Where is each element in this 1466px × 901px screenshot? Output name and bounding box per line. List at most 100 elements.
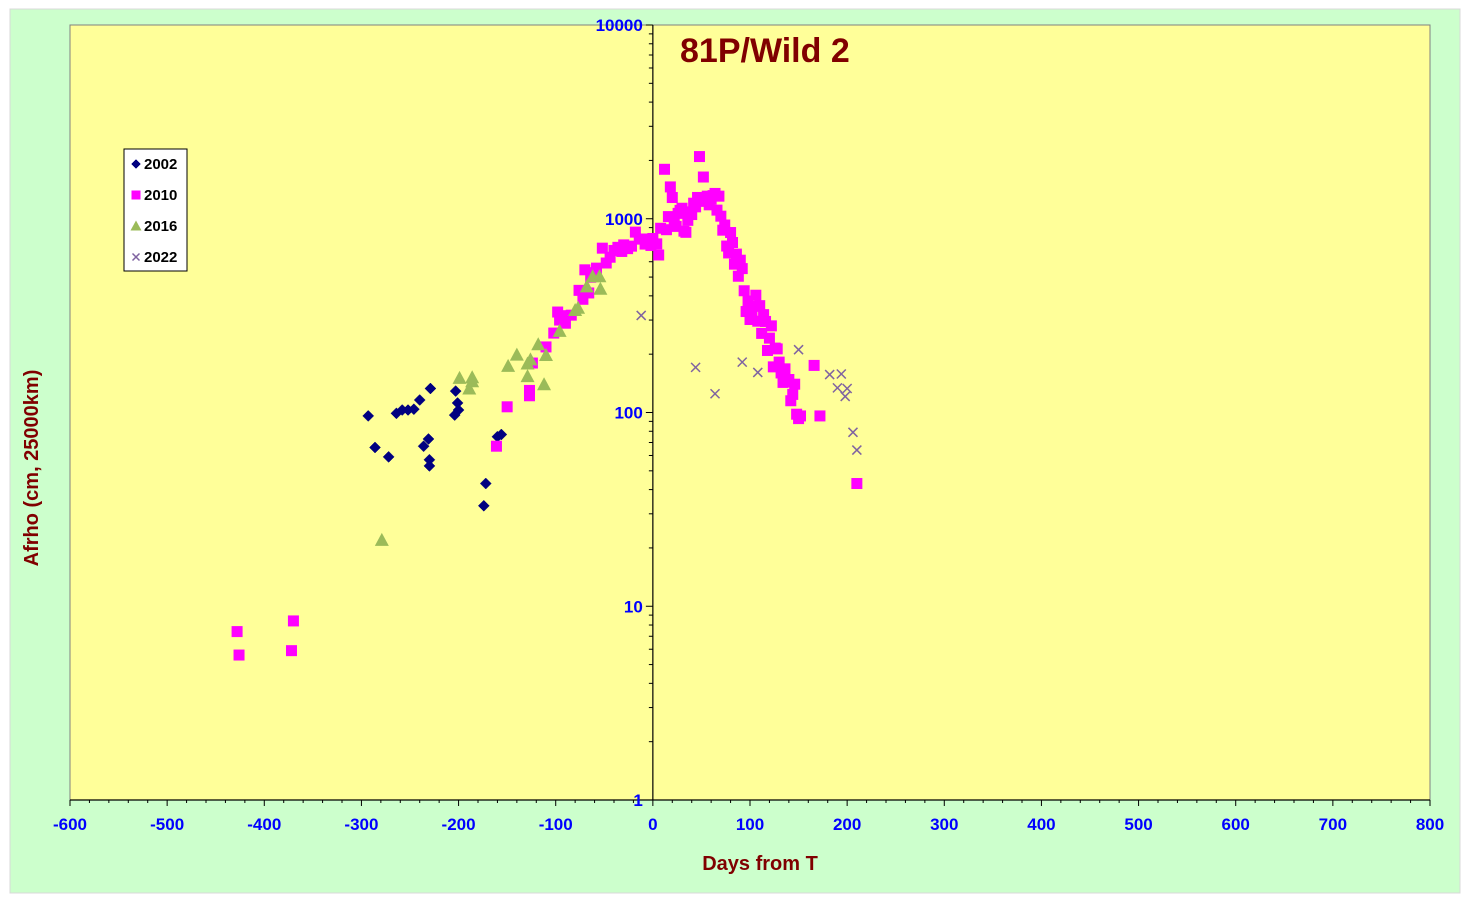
data-point-2010 [523, 390, 535, 402]
data-point-2022 [847, 427, 859, 438]
x-tick-label: 400 [1027, 815, 1055, 834]
data-point-2010 [604, 251, 616, 263]
data-point-2010 [730, 248, 742, 260]
series-2010 [231, 151, 863, 661]
data-point-2016 [501, 358, 516, 372]
data-point-2016 [462, 381, 477, 395]
data-point-2010 [653, 249, 665, 261]
data-point-2022 [690, 362, 701, 373]
data-point-2016 [520, 369, 535, 383]
legend-label-2010: 2010 [144, 187, 177, 204]
y-tick-label: 100 [614, 404, 642, 423]
data-point-2010 [540, 341, 552, 353]
data-point-2010 [789, 378, 801, 390]
data-point-2010 [740, 306, 752, 318]
data-point-2022 [752, 367, 763, 378]
data-point-2016 [465, 370, 480, 384]
data-point-2010 [616, 245, 628, 257]
data-point-2010 [748, 300, 760, 312]
data-marks [231, 151, 863, 661]
data-point-2010 [591, 262, 603, 274]
data-point-2016 [552, 323, 567, 337]
data-point-2010 [645, 239, 657, 251]
data-point-2010 [771, 343, 783, 355]
data-point-2010 [808, 359, 820, 371]
data-point-2010 [758, 309, 770, 321]
x-axis-title: Days from T [702, 853, 818, 875]
x-tick-label: 700 [1319, 815, 1347, 834]
data-point-2010 [573, 284, 585, 296]
data-point-2010 [736, 263, 748, 275]
data-point-2010 [761, 344, 773, 356]
series-2022 [636, 310, 862, 456]
x-tick-label: 100 [736, 815, 764, 834]
data-point-2010 [785, 395, 797, 407]
data-point-2002 [423, 460, 436, 472]
data-point-2010 [773, 356, 785, 368]
data-point-2010 [756, 327, 768, 339]
data-point-2010 [600, 257, 612, 269]
data-point-2010 [711, 204, 723, 216]
data-point-2010 [787, 388, 799, 400]
x-tick-label: 0 [648, 815, 657, 834]
legend-marker-2002 [131, 159, 141, 169]
data-point-2010 [725, 227, 737, 239]
data-point-2010 [660, 224, 672, 236]
data-point-2002 [413, 394, 426, 406]
data-point-2010 [670, 220, 682, 232]
data-point-2010 [501, 401, 513, 413]
data-point-2010 [664, 181, 676, 193]
data-point-2010 [754, 300, 766, 312]
data-point-2016 [539, 348, 553, 362]
data-point-2010 [738, 285, 750, 297]
data-point-2002 [369, 441, 381, 454]
x-tick-label: 600 [1222, 815, 1250, 834]
data-point-2010 [655, 222, 667, 234]
data-point-2010 [742, 295, 754, 307]
x-tick-label: -600 [53, 815, 87, 834]
x-tick-label: 200 [833, 815, 861, 834]
data-point-2010 [231, 626, 243, 638]
legend-label-2022: 2022 [144, 249, 177, 266]
data-point-2010 [583, 287, 595, 299]
data-point-2010 [557, 310, 569, 322]
data-point-2002 [477, 499, 490, 512]
data-point-2002 [449, 385, 462, 397]
data-point-2016 [593, 281, 608, 295]
data-point-2010 [596, 242, 608, 254]
legend-label-2002: 2002 [144, 156, 177, 173]
data-point-2010 [760, 315, 772, 327]
data-point-2010 [723, 247, 735, 259]
data-point-2010 [744, 313, 756, 325]
y-axis-title: Afrho (cm, 25000km) [21, 370, 43, 567]
series-2016 [374, 269, 608, 546]
data-point-2016 [523, 352, 538, 366]
data-point-2002 [382, 451, 395, 463]
y-tick-label: 1 [633, 791, 642, 810]
legend-marker-2010 [131, 190, 141, 200]
legend-box [123, 148, 188, 272]
data-point-2010 [763, 332, 775, 344]
data-point-2022 [824, 369, 835, 380]
x-tick-label: 800 [1416, 815, 1444, 834]
data-point-2010 [734, 254, 746, 266]
legend: 2002 2010 2016 2022 [123, 148, 188, 272]
data-point-2010 [727, 237, 739, 249]
data-point-2010 [579, 264, 591, 276]
data-point-2002 [362, 410, 375, 422]
data-point-2010 [851, 478, 863, 490]
data-point-2010 [680, 226, 692, 238]
axes: -600 -500 -400 -300 -200 -100 0 100 200 300 400 500… [53, 16, 1444, 834]
data-point-2010 [676, 202, 688, 214]
x-tick-label: -100 [539, 815, 573, 834]
data-point-2010 [682, 214, 694, 226]
data-point-2002 [495, 428, 508, 441]
data-point-2016 [579, 279, 594, 293]
data-point-2010 [559, 317, 571, 329]
data-point-2002 [479, 477, 492, 490]
x-tick-label: -300 [344, 815, 378, 834]
legend-marker-2022 [131, 252, 141, 262]
data-point-2022 [636, 310, 647, 321]
